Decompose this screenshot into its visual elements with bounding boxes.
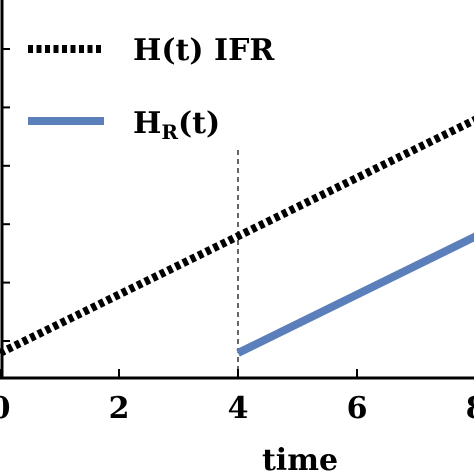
x-tick-labels: 0 2 4 6 8 bbox=[0, 391, 474, 426]
series-line-1 bbox=[236, 232, 474, 357]
legend-hr-sub: R bbox=[161, 120, 178, 144]
x-axis-label: time bbox=[262, 443, 338, 474]
series-line-0 bbox=[0, 115, 474, 357]
ticks bbox=[0, 48, 358, 378]
x-tick-label-2: 2 bbox=[109, 391, 130, 426]
legend-hr-tail: (t) bbox=[178, 106, 220, 141]
x-tick-label-6: 6 bbox=[347, 391, 368, 426]
legend-label-h-ifr: H(t) IFR bbox=[133, 33, 275, 68]
series-layer bbox=[0, 115, 474, 357]
legend: H(t) IFR HR(t) bbox=[28, 33, 275, 144]
x-tick-label-8: 8 bbox=[466, 391, 474, 426]
x-tick-label-0: 0 bbox=[0, 391, 10, 426]
x-tick-label-4: 4 bbox=[228, 391, 249, 426]
legend-label-hr: HR(t) bbox=[133, 106, 220, 144]
legend-hr-main: H bbox=[133, 106, 161, 141]
